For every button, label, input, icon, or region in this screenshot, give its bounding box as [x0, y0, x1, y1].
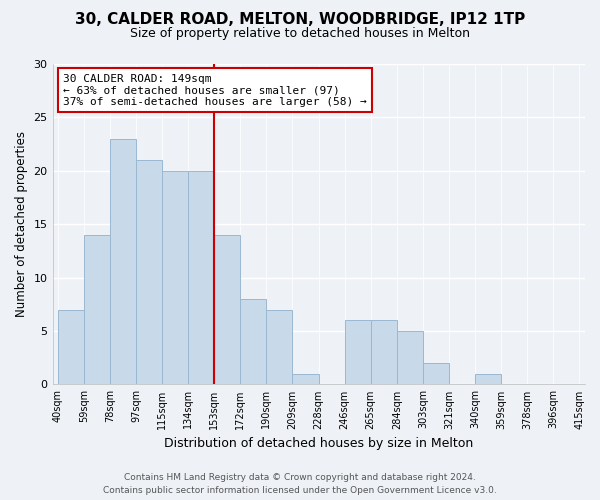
Bar [292, 374, 319, 384]
Text: Size of property relative to detached houses in Melton: Size of property relative to detached ho… [130, 28, 470, 40]
Bar [371, 320, 397, 384]
Bar [188, 171, 214, 384]
Text: Contains HM Land Registry data © Crown copyright and database right 2024.
Contai: Contains HM Land Registry data © Crown c… [103, 474, 497, 495]
Bar [241, 299, 266, 384]
Bar [475, 374, 501, 384]
Bar [344, 320, 371, 384]
Bar [58, 310, 84, 384]
Y-axis label: Number of detached properties: Number of detached properties [15, 131, 28, 317]
Bar [136, 160, 162, 384]
Bar [214, 235, 241, 384]
Bar [423, 363, 449, 384]
Text: 30 CALDER ROAD: 149sqm
← 63% of detached houses are smaller (97)
37% of semi-det: 30 CALDER ROAD: 149sqm ← 63% of detached… [63, 74, 367, 107]
Text: 30, CALDER ROAD, MELTON, WOODBRIDGE, IP12 1TP: 30, CALDER ROAD, MELTON, WOODBRIDGE, IP1… [75, 12, 525, 28]
X-axis label: Distribution of detached houses by size in Melton: Distribution of detached houses by size … [164, 437, 473, 450]
Bar [162, 171, 188, 384]
Bar [266, 310, 292, 384]
Bar [397, 331, 423, 384]
Bar [110, 139, 136, 384]
Bar [84, 235, 110, 384]
